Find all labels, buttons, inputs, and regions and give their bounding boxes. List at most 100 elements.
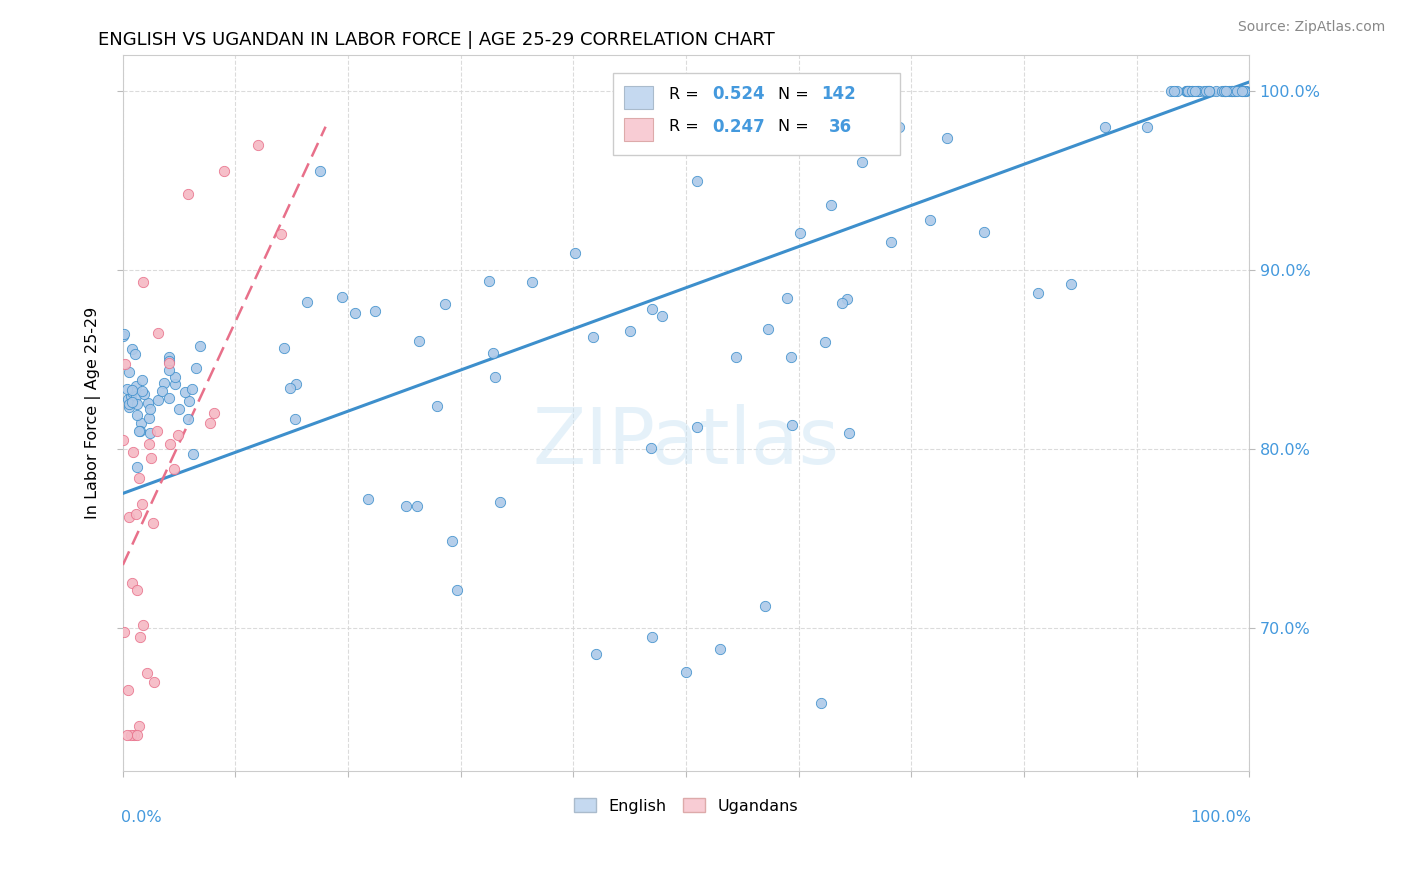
Point (128, 630, 150, 644)
Point (121, 575, 143, 590)
Point (1232, 84, 1254, 98)
Text: ZIPatlas: ZIPatlas (533, 403, 839, 480)
Point (122, 444, 145, 458)
Point (405, 499, 427, 513)
Point (200, 417, 222, 431)
Text: 142: 142 (821, 86, 856, 103)
Point (1163, 84, 1185, 98)
Point (1223, 84, 1246, 98)
Point (145, 425, 167, 439)
Text: 100.0%: 100.0% (1191, 810, 1251, 825)
Point (1234, 84, 1257, 98)
Point (112, 433, 135, 447)
Text: 0.247: 0.247 (711, 118, 765, 136)
Point (138, 401, 160, 416)
Point (1184, 84, 1206, 98)
Point (157, 363, 180, 377)
Point (1197, 84, 1219, 98)
Text: Source: ZipAtlas.com: Source: ZipAtlas.com (1237, 20, 1385, 34)
Point (364, 304, 387, 318)
Point (582, 329, 605, 343)
Point (202, 405, 225, 419)
Point (343, 306, 366, 320)
Point (880, 235, 903, 249)
Point (724, 350, 747, 364)
Point (1226, 84, 1249, 98)
Point (1192, 84, 1215, 98)
Point (163, 462, 186, 476)
Point (889, 120, 911, 134)
Point (488, 495, 510, 509)
Point (1220, 84, 1243, 98)
Point (838, 426, 860, 441)
Point (1181, 84, 1204, 98)
Point (484, 369, 506, 384)
Text: R =: R = (669, 87, 704, 102)
Point (1215, 84, 1237, 98)
Point (118, 365, 141, 379)
Point (810, 696, 832, 710)
Point (212, 164, 235, 178)
Point (179, 393, 201, 408)
Point (121, 394, 143, 409)
Point (434, 296, 457, 310)
Point (1233, 84, 1256, 98)
Point (441, 533, 464, 548)
Point (641, 301, 664, 316)
Point (309, 164, 332, 178)
Point (564, 246, 586, 260)
Point (131, 497, 153, 511)
Point (121, 383, 143, 397)
Point (188, 339, 211, 353)
Point (136, 396, 159, 410)
Point (1060, 277, 1083, 292)
Point (167, 401, 190, 416)
Point (1212, 84, 1234, 98)
Point (395, 500, 418, 514)
Point (129, 424, 152, 438)
Point (131, 617, 153, 632)
Point (1178, 84, 1201, 98)
Point (186, 361, 208, 376)
Point (820, 198, 842, 212)
Point (139, 425, 162, 440)
Point (1205, 84, 1227, 98)
Point (1185, 84, 1208, 98)
Text: R =: R = (669, 120, 704, 134)
Point (973, 225, 995, 239)
Point (297, 294, 319, 309)
Point (157, 350, 180, 364)
Point (709, 642, 731, 657)
Point (115, 728, 138, 742)
Legend: English, Ugandans: English, Ugandans (567, 791, 806, 820)
Point (124, 728, 146, 742)
Point (181, 447, 204, 461)
Point (157, 354, 180, 368)
Point (1218, 84, 1240, 98)
Point (114, 326, 136, 341)
Text: 0.0%: 0.0% (121, 810, 162, 825)
Point (1220, 84, 1243, 98)
Point (1181, 84, 1204, 98)
Point (127, 408, 149, 422)
Point (1094, 120, 1116, 134)
Point (112, 624, 135, 639)
Point (776, 291, 799, 305)
Point (837, 292, 859, 306)
Point (124, 347, 146, 361)
Text: ENGLISH VS UGANDAN IN LABOR FORCE | AGE 25-29 CORRELATION CHART: ENGLISH VS UGANDAN IN LABOR FORCE | AGE … (98, 31, 775, 49)
Point (153, 376, 176, 391)
Point (127, 583, 149, 598)
Point (1166, 84, 1188, 98)
Point (651, 309, 673, 323)
Point (118, 397, 141, 411)
Point (640, 441, 662, 455)
Point (872, 134, 894, 148)
Point (789, 227, 811, 241)
Point (1233, 84, 1256, 98)
Point (247, 137, 270, 152)
Bar (613, 73, 900, 155)
Point (176, 186, 198, 201)
Point (1188, 84, 1211, 98)
Point (157, 356, 180, 370)
